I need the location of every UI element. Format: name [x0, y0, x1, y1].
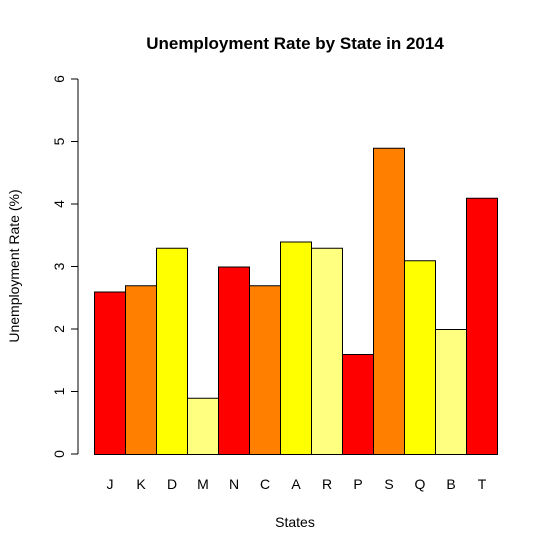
bar-B: [435, 329, 467, 455]
chart-title: Unemployment Rate by State in 2014: [146, 34, 444, 53]
y-tick-label: 3: [51, 262, 67, 270]
bar-R: [311, 247, 343, 455]
x-tick-label-R: R: [322, 476, 332, 492]
bar-D: [156, 247, 188, 455]
x-tick-label-B: B: [446, 476, 455, 492]
bar-A: [280, 241, 312, 455]
bars: [94, 147, 498, 455]
bar-N: [218, 266, 250, 455]
bar-P: [342, 354, 374, 455]
x-tick-label-D: D: [167, 476, 177, 492]
x-axis-label: States: [275, 514, 315, 530]
x-tick-label-T: T: [478, 476, 487, 492]
y-tick-label: 0: [51, 450, 67, 458]
bar-S: [373, 147, 405, 455]
bar-T: [466, 197, 498, 455]
y-tick-label: 2: [51, 325, 67, 333]
y-tick-label: 1: [51, 387, 67, 395]
x-tick-label-K: K: [136, 476, 146, 492]
x-tick-label-Q: Q: [415, 476, 426, 492]
x-tick-label-P: P: [353, 476, 362, 492]
y-tick-label: 6: [51, 75, 67, 83]
bar-J: [94, 291, 126, 455]
bar-Q: [404, 260, 436, 455]
x-tick-label-A: A: [291, 476, 301, 492]
y-tick-label: 5: [51, 137, 67, 145]
x-tick-label-J: J: [107, 476, 114, 492]
x-tick-label-M: M: [197, 476, 209, 492]
y-axis: 0 1 2 3 4 5 6: [51, 75, 79, 458]
bar-K: [125, 285, 157, 455]
bar-M: [187, 397, 219, 455]
x-tick-label-C: C: [260, 476, 270, 492]
y-tick-label: 4: [51, 200, 67, 208]
x-tick-label-S: S: [384, 476, 393, 492]
y-axis-label: Unemployment Rate (%): [6, 189, 22, 342]
x-tick-label-N: N: [229, 476, 239, 492]
bar-C: [249, 285, 281, 455]
